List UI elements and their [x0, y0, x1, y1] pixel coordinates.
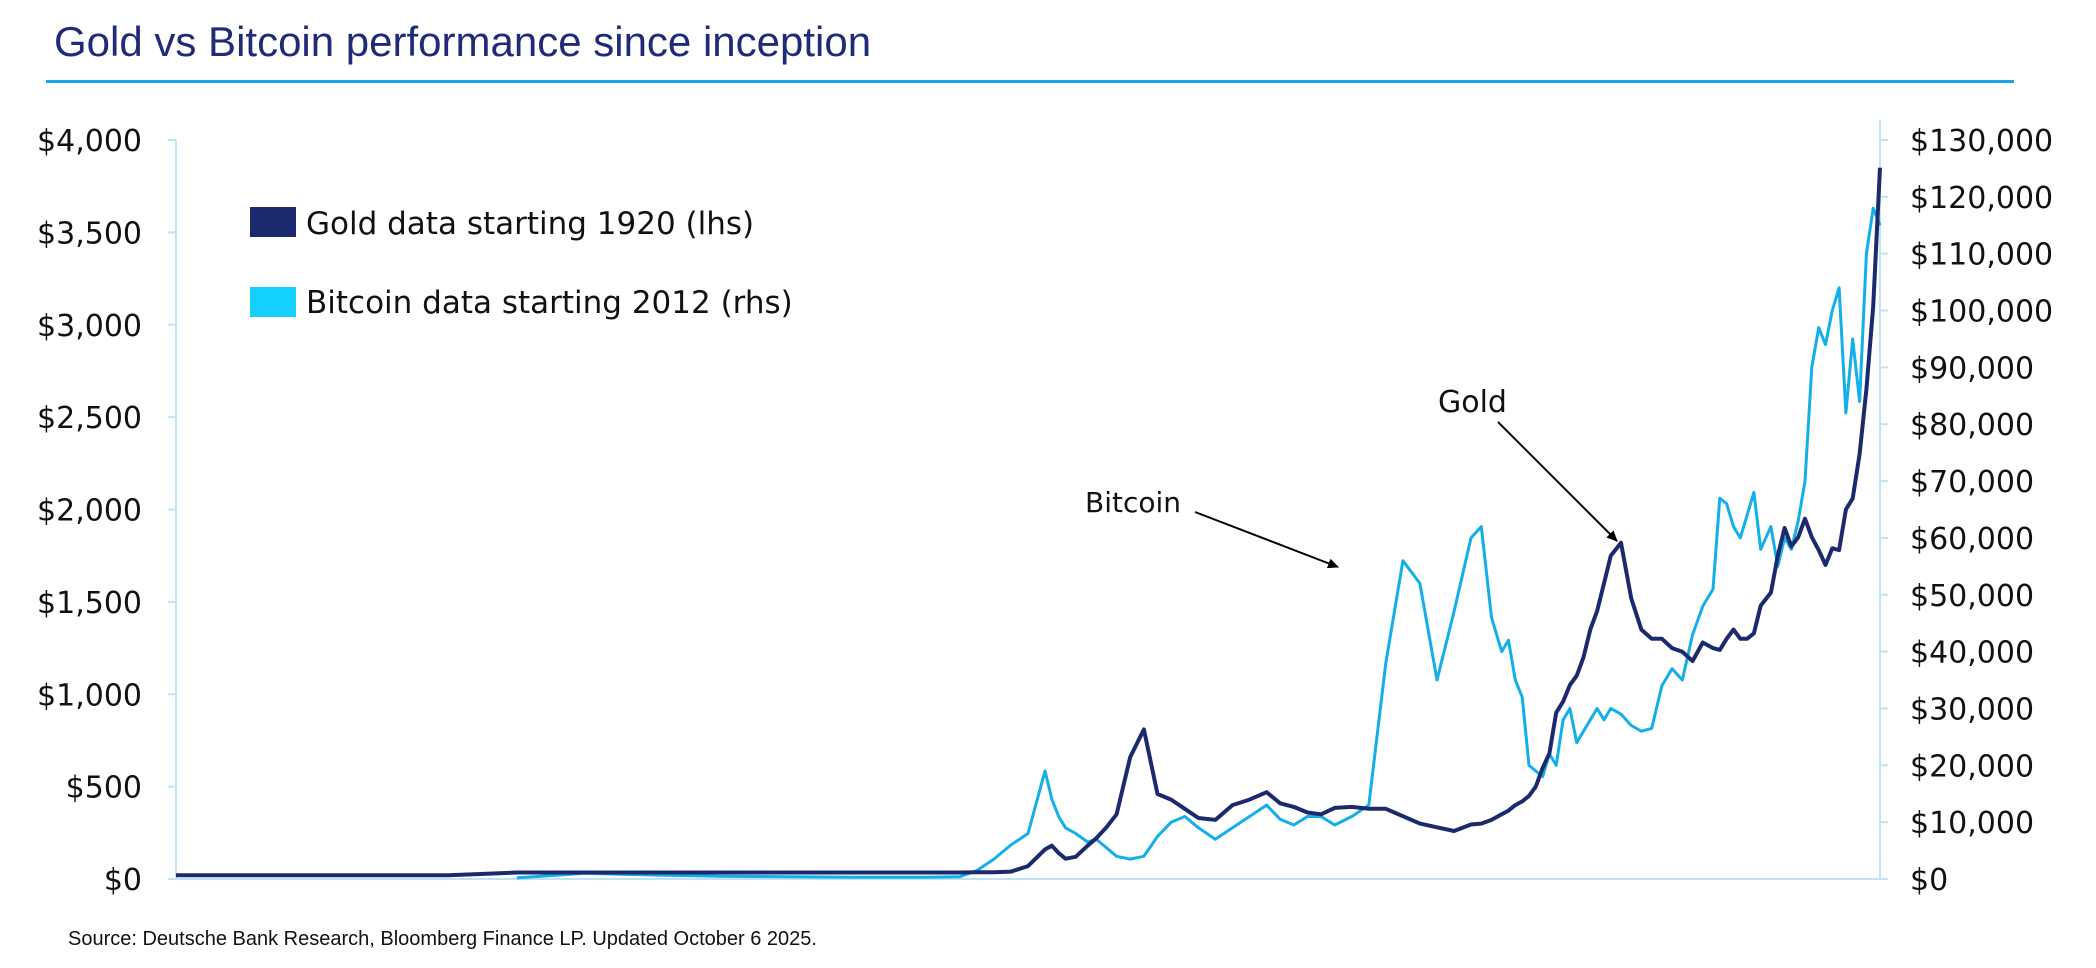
right-tick-label: $120,000 [1910, 181, 2053, 216]
left-tick-label: $500 [66, 771, 142, 806]
legend: Gold data starting 1920 (lhs) Bitcoin da… [250, 206, 793, 321]
source-note: Source: Deutsche Bank Research, Bloomber… [68, 928, 817, 950]
page-title: Gold vs Bitcoin performance since incept… [54, 18, 872, 65]
right-tick-label: $0 [1910, 863, 1948, 898]
right-tick-label: $100,000 [1910, 295, 2053, 330]
right-tick-label: $10,000 [1910, 806, 2034, 841]
annotation-bitcoin-label: Bitcoin [1085, 486, 1181, 519]
right-tick-label: $90,000 [1910, 351, 2034, 386]
right-tick-label: $70,000 [1910, 465, 2034, 500]
left-tick-label: $3,500 [37, 216, 142, 251]
annotation-gold-label: Gold [1438, 385, 1507, 420]
right-tick-label: $60,000 [1910, 522, 2034, 557]
annotations: Bitcoin Gold [1085, 385, 1618, 569]
right-tick-label: $50,000 [1910, 579, 2034, 614]
left-tick-label: $2,000 [37, 494, 142, 529]
right-tick-label: $110,000 [1910, 238, 2053, 273]
annotation-bitcoin-arrow [1194, 511, 1339, 569]
left-tick-label: $0 [104, 863, 142, 898]
right-tick-label: $40,000 [1910, 636, 2034, 671]
legend-swatch-gold [250, 207, 296, 237]
series-line-bitcoin [516, 206, 1882, 880]
title-divider [46, 80, 2014, 83]
left-tick-label: $1,500 [37, 586, 142, 621]
series-line-gold [176, 167, 1882, 878]
right-tick-label: $30,000 [1910, 692, 2034, 727]
right-tick-label: $130,000 [1910, 124, 2053, 159]
right-tick-label: $20,000 [1910, 749, 2034, 784]
left-tick-label: $4,000 [37, 124, 142, 159]
legend-swatch-bitcoin [250, 287, 296, 317]
left-tick-label: $1,000 [37, 678, 142, 713]
annotation-gold-arrow [1497, 421, 1618, 542]
left-tick-label: $3,000 [37, 309, 142, 344]
axes: $0 $500 $1,000 $1,500 $2,000 $2,500 $3,000 $3,5… [37, 120, 2053, 898]
series-lines [176, 167, 1882, 880]
legend-label-gold: Gold data starting 1920 (lhs) [306, 206, 754, 242]
legend-label-bitcoin: Bitcoin data starting 2012 (rhs) [306, 285, 793, 321]
right-tick-label: $80,000 [1910, 408, 2034, 443]
left-tick-label: $2,500 [37, 401, 142, 436]
